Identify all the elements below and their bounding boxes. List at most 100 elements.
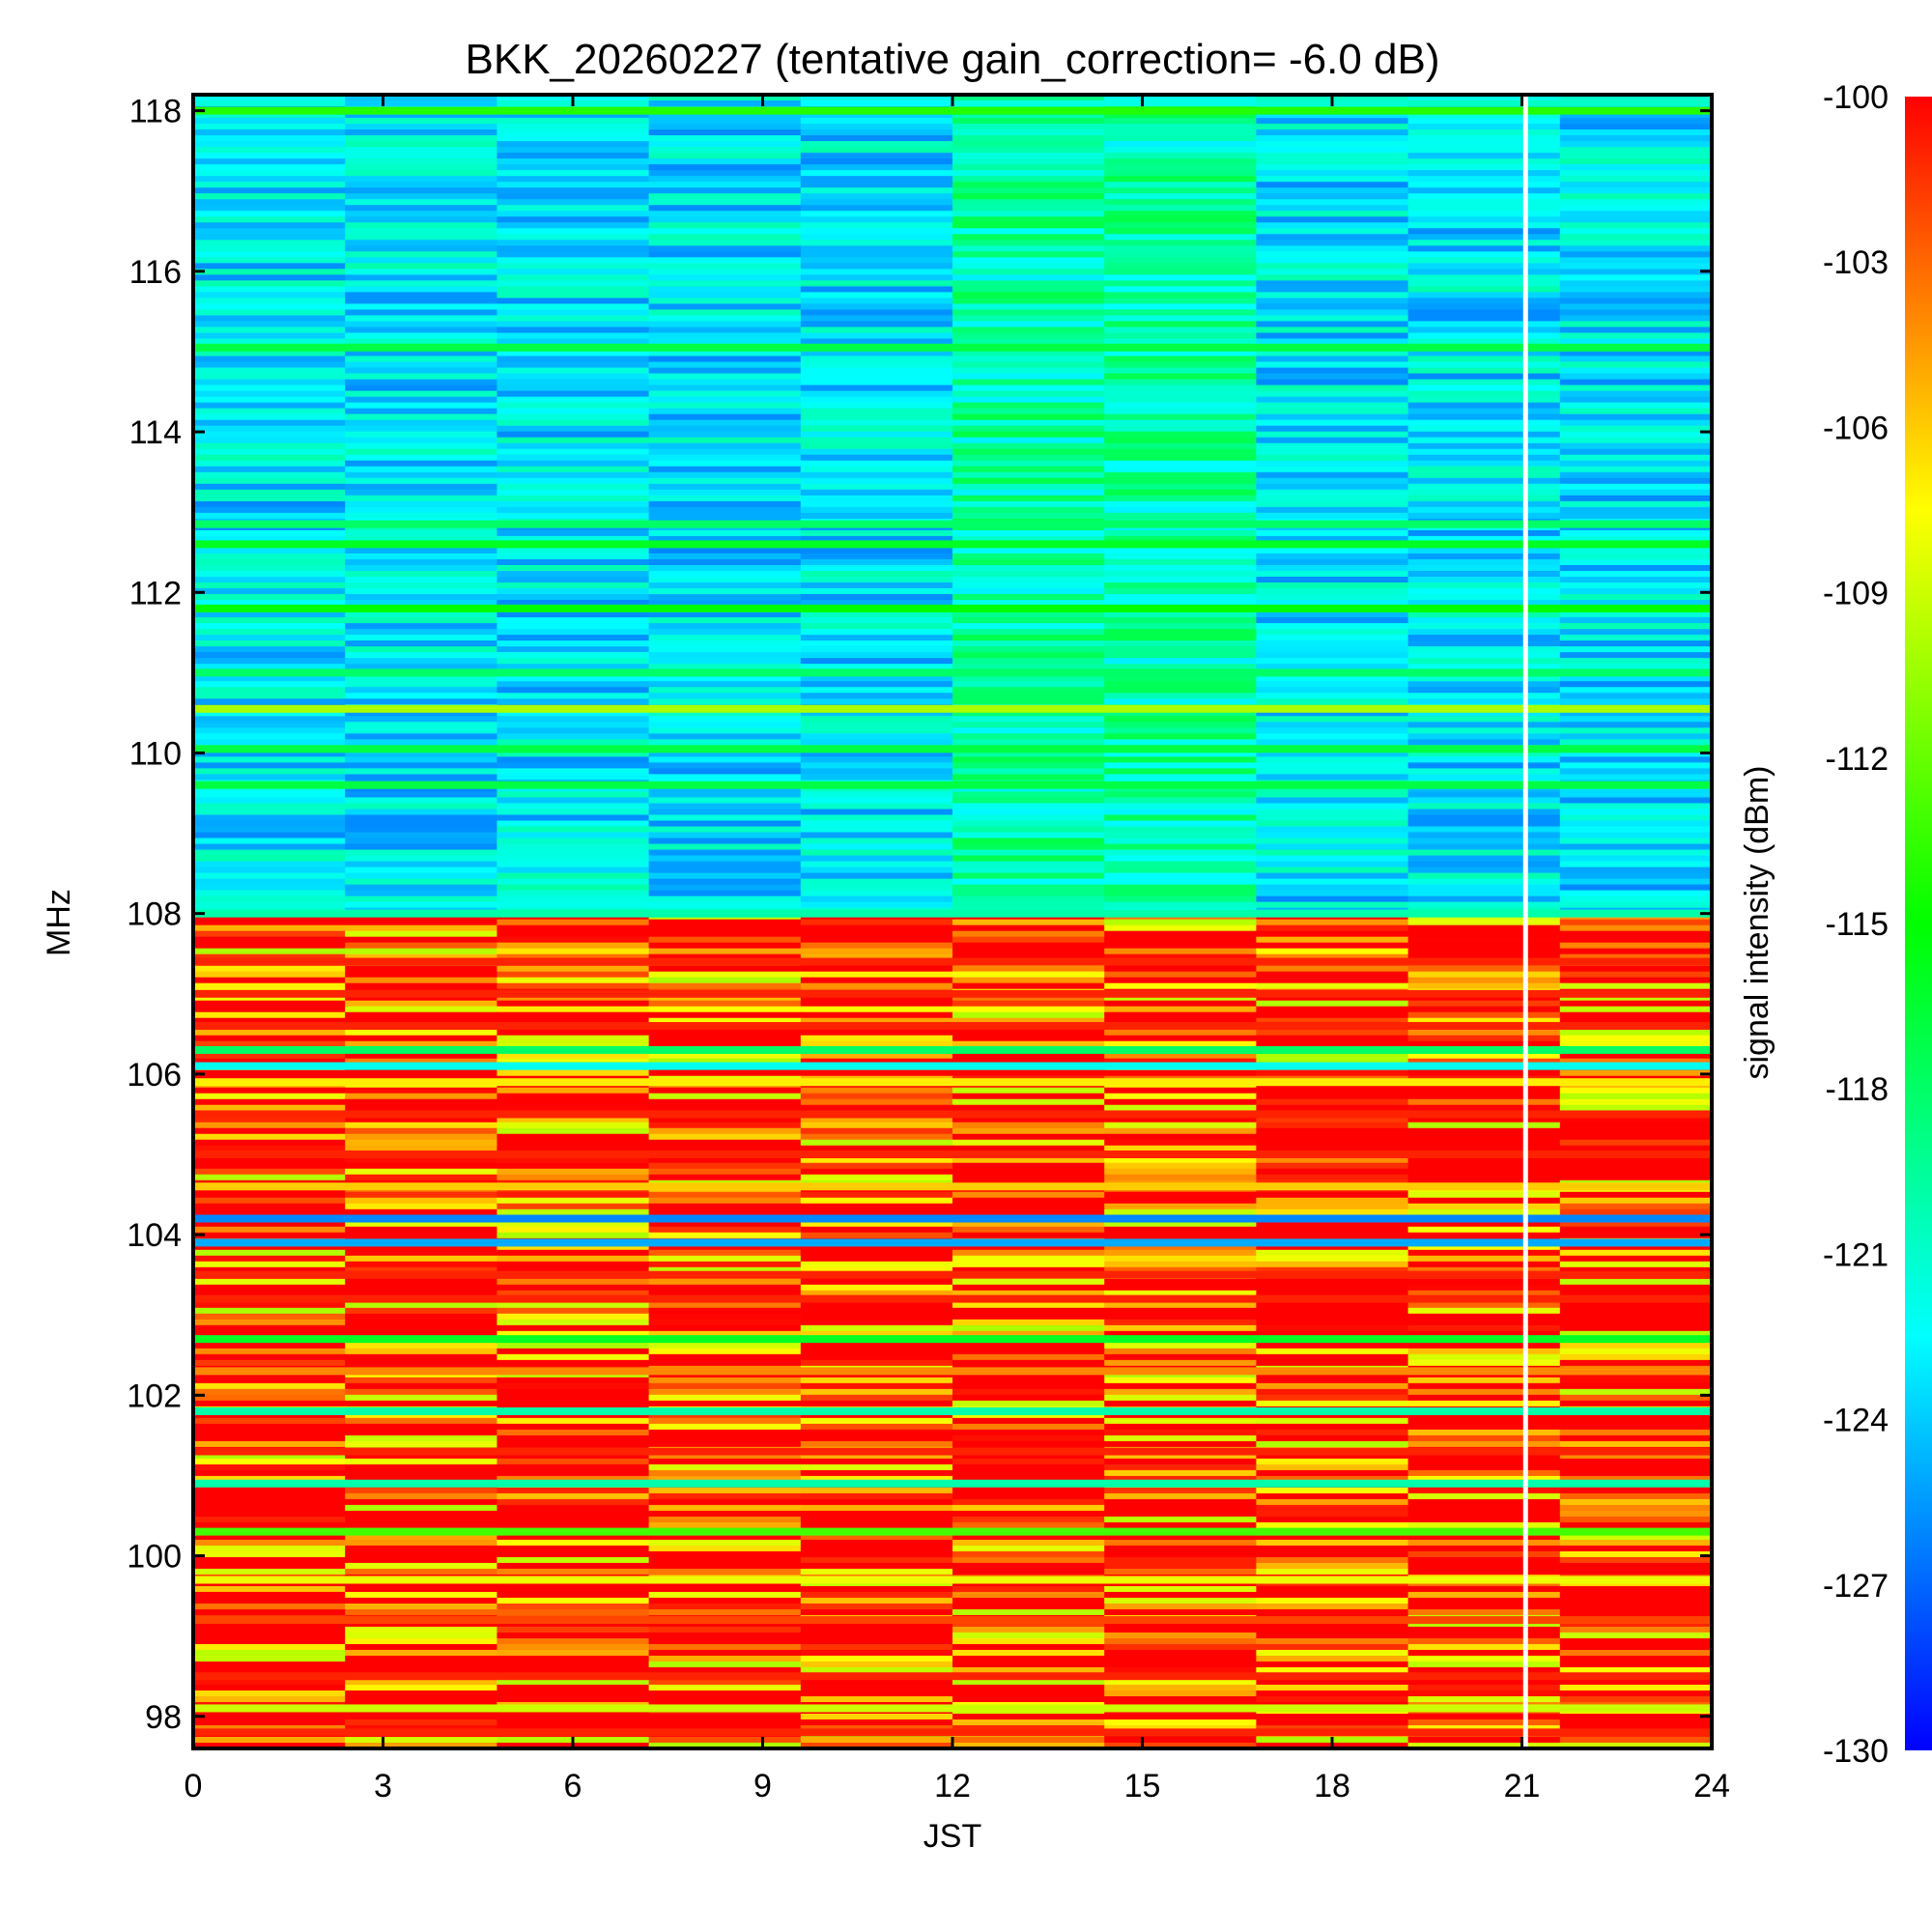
heatmap-cell	[497, 147, 650, 154]
heatmap-cell	[800, 1232, 953, 1239]
heatmap-cell	[1104, 158, 1258, 165]
heatmap-cell	[952, 257, 1106, 264]
heatmap-cell	[1104, 182, 1258, 188]
heatmap-cell	[952, 1666, 1106, 1674]
colorbar-tick-label: -121	[1823, 1236, 1889, 1273]
heatmap-cell	[497, 158, 650, 165]
colorbar-ticks: -100-103-106-109-112-115-118-121-124-127…	[1823, 79, 1889, 1770]
heatmap-cell	[1256, 1498, 1409, 1506]
heatmap-cell	[1256, 1603, 1409, 1610]
heatmap-cell	[193, 338, 347, 346]
heatmap-cell	[648, 1156, 802, 1164]
heatmap-cell	[648, 402, 802, 410]
heatmap-cell	[193, 1243, 347, 1251]
heatmap-cell	[952, 442, 1106, 450]
heatmap-cell	[800, 489, 953, 497]
heatmap-cell	[952, 1603, 1106, 1610]
heatmap-cell	[1104, 1591, 1258, 1599]
heatmap-cell	[1256, 1597, 1409, 1605]
heatmap-cell	[800, 286, 953, 293]
heatmap-cell	[1256, 838, 1409, 845]
heatmap-cell	[800, 205, 953, 212]
heatmap-cell	[1256, 1313, 1409, 1321]
heatmap-cell	[1104, 1690, 1258, 1697]
heatmap-cell	[1559, 890, 1712, 897]
heatmap-cell	[1256, 477, 1409, 485]
heatmap-cell	[648, 1695, 802, 1703]
heatmap-cell	[193, 930, 347, 938]
heatmap-cell	[1559, 849, 1712, 857]
heatmap-cell	[1559, 1487, 1712, 1494]
heatmap-cell	[497, 495, 650, 502]
heatmap-cell	[497, 1400, 650, 1407]
heatmap-cell	[800, 466, 953, 473]
heatmap-cell	[497, 1550, 650, 1558]
heatmap-cell	[952, 500, 1106, 508]
heatmap-cell	[497, 547, 650, 554]
heatmap-cell	[1559, 977, 1712, 984]
heatmap-cell	[952, 1458, 1106, 1465]
heatmap-cell	[193, 826, 347, 834]
heatmap-cell	[1104, 280, 1258, 287]
frequency-band	[193, 1576, 1712, 1584]
heatmap-cell	[1559, 1550, 1712, 1558]
heatmap-cell	[497, 419, 650, 427]
heatmap-cell	[497, 843, 650, 851]
heatmap-cell	[345, 890, 498, 897]
heatmap-cell	[1256, 681, 1409, 688]
heatmap-cell	[497, 228, 650, 235]
heatmap-cell	[1407, 901, 1561, 909]
heatmap-cell	[1559, 367, 1712, 375]
heatmap-cell	[345, 664, 498, 670]
heatmap-cell	[345, 402, 498, 410]
heatmap-cell	[497, 1417, 650, 1425]
heatmap-cell	[193, 1208, 347, 1216]
heatmap-cell	[1256, 199, 1409, 206]
heatmap-cell	[1104, 652, 1258, 659]
heatmap-cell	[648, 1423, 802, 1431]
frequency-band	[193, 1335, 1712, 1344]
heatmap-cell	[193, 814, 347, 821]
heatmap-cell	[1256, 675, 1409, 682]
heatmap-cell	[1256, 646, 1409, 653]
heatmap-cell	[1256, 222, 1409, 229]
heatmap-cell	[345, 216, 498, 223]
heatmap-cell	[1407, 240, 1561, 246]
heatmap-cell	[1559, 733, 1712, 740]
heatmap-cell	[497, 460, 650, 468]
heatmap-cell	[193, 1452, 347, 1460]
heatmap-cell	[952, 1435, 1106, 1442]
heatmap-cell	[952, 1324, 1106, 1332]
heatmap-cell	[800, 100, 953, 107]
heatmap-cell	[1104, 512, 1258, 520]
heatmap-cell	[1407, 895, 1561, 903]
heatmap-cell	[345, 855, 498, 863]
heatmap-cell	[345, 1429, 498, 1436]
heatmap-cell	[1407, 1011, 1561, 1019]
heatmap-cell	[800, 402, 953, 410]
heatmap-cell	[193, 977, 347, 984]
frequency-band	[193, 704, 1712, 713]
heatmap-cell	[193, 390, 347, 398]
heatmap-cell	[952, 1174, 1106, 1181]
heatmap-cell	[345, 442, 498, 450]
heatmap-cell	[1256, 1011, 1409, 1019]
heatmap-cell	[1104, 924, 1258, 932]
heatmap-cell	[648, 1191, 802, 1199]
heatmap-cell	[648, 234, 802, 241]
heatmap-cell	[1256, 193, 1409, 200]
heatmap-cell	[1104, 547, 1258, 554]
heatmap-cell	[497, 1539, 650, 1547]
heatmap-cell	[497, 710, 650, 717]
heatmap-cell	[345, 553, 498, 560]
heatmap-cell	[497, 355, 650, 363]
heatmap-cell	[648, 309, 802, 316]
heatmap-cell	[497, 1220, 650, 1228]
heatmap-cell	[1407, 454, 1561, 462]
heatmap-cell	[648, 1440, 802, 1448]
heatmap-cell	[1104, 1394, 1258, 1402]
heatmap-cell	[648, 994, 802, 1002]
heatmap-cell	[952, 924, 1106, 932]
heatmap-cell	[800, 948, 953, 955]
heatmap-cell	[497, 803, 650, 810]
